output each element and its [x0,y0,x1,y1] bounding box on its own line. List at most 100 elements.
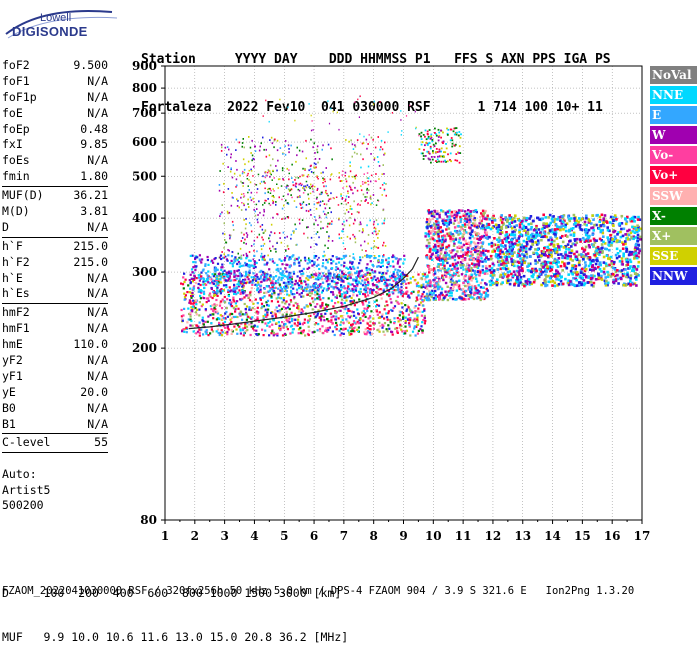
echo-point [314,291,316,293]
echo-point [350,333,352,335]
echo-point [327,212,329,214]
echo-point [269,139,271,141]
echo-point [280,147,282,149]
echo-point [260,277,262,279]
echo-point [364,196,366,198]
echo-point [192,325,194,327]
echo-point [528,217,531,220]
echo-point [287,245,289,247]
echo-point [373,194,375,196]
echo-point [439,286,441,288]
echo-point [293,263,295,265]
echo-point [480,212,482,214]
echo-point [243,138,245,140]
echo-point [314,306,316,308]
echo-point [291,189,293,191]
echo-point [440,231,442,233]
echo-point [523,255,526,258]
echo-point [262,274,264,276]
echo-point [216,318,218,320]
echo-point [243,204,245,206]
echo-point [342,170,344,172]
echo-point [239,207,241,209]
echo-point [477,260,479,262]
echo-point [493,237,496,240]
echo-point [386,330,388,332]
echo-point [440,292,442,294]
echo-point [243,219,245,221]
echo-point [465,266,467,268]
echo-point [444,291,446,293]
echo-point [480,251,482,253]
echo-point [465,295,467,297]
echo-point [321,193,323,195]
echo-point [367,294,369,296]
echo-point [377,260,379,262]
echo-point [380,288,382,290]
echo-point [322,259,324,261]
echo-point [243,193,245,195]
echo-point [230,289,232,291]
echo-point [235,302,237,304]
echo-point [311,237,313,239]
echo-point [233,224,235,226]
echo-point [393,280,395,282]
echo-point [467,247,469,249]
echo-point [352,234,354,236]
echo-point [250,181,252,183]
echo-point [344,213,346,215]
echo-point [367,278,369,280]
echo-point [371,269,373,271]
echo-point [609,234,612,237]
echo-point [323,275,325,277]
echo-point [476,280,478,282]
echo-point [236,278,238,280]
echo-point [340,195,342,197]
echo-point [243,203,245,205]
echo-point [469,219,471,221]
x-tick-label: 12 [485,529,502,543]
echo-point [305,290,307,292]
echo-point [338,218,340,220]
echo-point [424,273,426,275]
echo-point [534,241,537,244]
echo-point [308,210,310,212]
echo-point [282,270,284,272]
echo-point [262,239,264,241]
echo-point [229,238,231,240]
echo-point [279,178,281,180]
echo-point [392,254,394,256]
echo-point [265,292,267,294]
echo-point [364,333,366,335]
echo-point [450,287,452,289]
echo-point [362,249,364,251]
echo-point [354,187,356,189]
echo-point [271,224,273,226]
echo-point [386,328,388,330]
echo-point [368,166,370,168]
echo-point [442,267,444,269]
echo-point [228,328,230,330]
echo-point [339,269,341,271]
echo-point [364,285,366,287]
echo-point [325,192,327,194]
echo-point [402,316,404,318]
echo-point [563,246,566,249]
echo-point [364,279,366,281]
echo-point [394,279,396,281]
echo-point [445,228,447,230]
echo-point [564,257,567,260]
echo-point [269,274,271,276]
echo-point [514,242,517,245]
echo-point [201,290,203,292]
echo-point [262,297,264,299]
echo-point [637,265,640,268]
echo-point [373,223,375,225]
echo-point [328,258,330,260]
echo-point [274,309,276,311]
echo-point [314,294,316,296]
echo-point [193,287,195,289]
echo-point [470,257,472,259]
echo-point [224,321,226,323]
echo-point [269,321,271,323]
